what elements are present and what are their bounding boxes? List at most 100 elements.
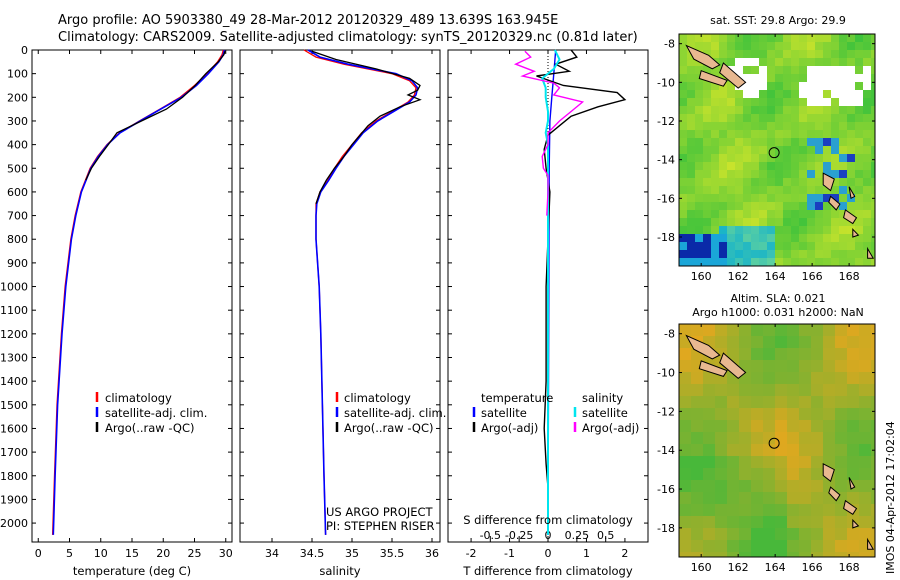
sst-map-frame — [678, 33, 876, 267]
map-cell — [727, 480, 740, 493]
map-cell — [823, 336, 836, 349]
legend-climatology: climatology — [344, 391, 411, 405]
map-cell — [679, 138, 688, 147]
map-cell — [739, 516, 752, 529]
map-cell — [855, 210, 864, 219]
map-cell — [687, 66, 696, 75]
map-cell — [711, 194, 720, 203]
island — [822, 172, 835, 192]
map-cell — [703, 34, 712, 43]
map-cell — [807, 194, 816, 203]
map-cell — [679, 122, 688, 131]
map-cell — [799, 162, 808, 171]
map-cell — [703, 226, 712, 235]
map-cell — [799, 138, 808, 147]
map-cell — [751, 444, 764, 457]
map-cell — [703, 42, 712, 51]
map-cell — [807, 82, 816, 91]
map-cell — [863, 74, 872, 83]
map-cell — [711, 202, 720, 211]
map-cell — [703, 396, 716, 409]
map-cell — [687, 122, 696, 131]
map-cell — [759, 58, 768, 67]
map-cell — [807, 114, 816, 123]
island — [852, 228, 860, 238]
map-cell — [775, 360, 788, 373]
map-cell — [807, 130, 816, 139]
map-cell — [687, 82, 696, 91]
map-cell — [703, 162, 712, 171]
map-cell — [739, 468, 752, 481]
map-cell — [775, 348, 788, 361]
map-cell — [871, 226, 875, 235]
map-cell — [823, 98, 832, 107]
map-cell — [703, 210, 712, 219]
map-cell — [691, 516, 704, 529]
map-cell — [835, 432, 848, 445]
map-cell — [823, 552, 836, 557]
map-cell — [739, 552, 752, 557]
map-cell — [719, 154, 728, 163]
map-cell — [815, 74, 824, 83]
map-cell — [863, 154, 872, 163]
map-cell — [839, 66, 848, 75]
map-cell — [811, 420, 824, 433]
map-cell — [743, 74, 752, 83]
map-cell — [719, 186, 728, 195]
map-cell — [715, 420, 728, 433]
map-cell — [703, 194, 712, 203]
map-cell — [711, 170, 720, 179]
map-cell — [687, 138, 696, 147]
map-cell — [727, 504, 740, 517]
map-cell — [775, 138, 784, 147]
map-cell — [783, 194, 792, 203]
map-cell — [727, 468, 740, 481]
diff-series-2 — [541, 49, 561, 535]
lat-tick-label: -16 — [657, 483, 675, 496]
map-cell — [679, 106, 688, 115]
series-line-satellite-adj-clim- — [52, 49, 226, 535]
map-cell — [847, 360, 860, 373]
legend-s-satellite: satellite — [582, 406, 628, 420]
map-cell — [767, 42, 776, 51]
legend-temperature-title: temperature — [481, 391, 553, 405]
map-cell — [691, 384, 704, 397]
map-cell — [735, 122, 744, 131]
island — [828, 486, 841, 502]
island — [685, 334, 721, 360]
map-cell — [751, 66, 760, 75]
argo-position-marker — [768, 147, 780, 159]
map-cell — [743, 106, 752, 115]
map-cell — [811, 468, 824, 481]
map-cell — [855, 90, 864, 99]
series-line-argo-raw-qc- — [85, 50, 226, 181]
map-cell — [823, 396, 836, 409]
y-tick-label: 300 — [7, 115, 28, 128]
map-cell — [695, 154, 704, 163]
map-cell — [727, 162, 736, 171]
map-cell — [703, 82, 712, 91]
lat-tick-label: -10 — [657, 76, 675, 89]
map-cell — [871, 130, 875, 139]
map-cell — [811, 552, 824, 557]
lon-tick-label: 162 — [728, 270, 749, 283]
map-cell — [783, 34, 792, 43]
map-cell — [799, 540, 812, 553]
map-cell — [847, 130, 856, 139]
map-cell — [815, 106, 824, 115]
map-cell — [871, 324, 875, 337]
map-cell — [679, 154, 688, 163]
map-cell — [687, 226, 696, 235]
map-cell — [791, 66, 800, 75]
map-cell — [767, 106, 776, 115]
s-tick-label: 0.5 — [597, 529, 615, 542]
y-tick-label: 900 — [7, 257, 28, 270]
legend-climatology: climatology — [105, 391, 172, 405]
y-tick-label: 1600 — [0, 422, 28, 435]
map-cell — [775, 540, 788, 553]
map-cell — [763, 480, 776, 493]
map-cell — [847, 202, 856, 211]
map-cell — [799, 420, 812, 433]
map-cell — [807, 122, 816, 131]
map-cell — [859, 336, 872, 349]
